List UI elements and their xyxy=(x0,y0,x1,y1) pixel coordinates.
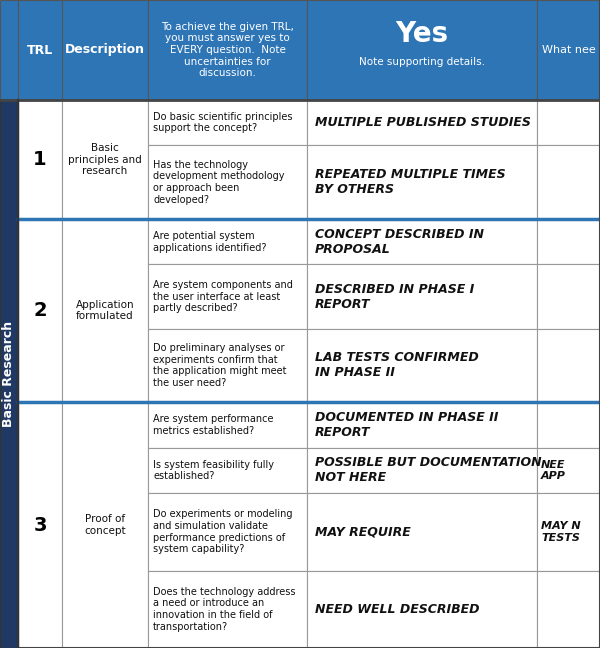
Text: Are system components and
the user interface at least
partly described?: Are system components and the user inter… xyxy=(153,280,293,313)
Bar xyxy=(148,264,307,329)
Text: POSSIBLE BUT DOCUMENTATION
NOT HERE: POSSIBLE BUT DOCUMENTATION NOT HERE xyxy=(315,456,542,484)
Text: To achieve the given TRL,
you must answer yes to
EVERY question.  Note
uncertain: To achieve the given TRL, you must answe… xyxy=(161,22,294,78)
Bar xyxy=(307,570,537,648)
Bar xyxy=(148,402,307,448)
Bar xyxy=(307,329,537,402)
Bar xyxy=(537,0,600,100)
Bar xyxy=(0,0,18,100)
Bar xyxy=(307,493,537,570)
Text: Do experiments or modeling
and simulation validate
performance predictions of
sy: Do experiments or modeling and simulatio… xyxy=(153,509,293,554)
Text: Do preliminary analyses or
experiments confirm that
the application might meet
t: Do preliminary analyses or experiments c… xyxy=(153,343,287,388)
Bar xyxy=(0,100,18,648)
Text: Proof of
concept: Proof of concept xyxy=(84,515,126,536)
Text: DOCUMENTED IN PHASE II
REPORT: DOCUMENTED IN PHASE II REPORT xyxy=(315,411,499,439)
Bar xyxy=(307,0,537,100)
Text: Has the technology
development methodology
or approach been
developed?: Has the technology development methodolo… xyxy=(153,160,284,205)
Bar xyxy=(148,100,307,145)
Bar xyxy=(18,0,62,100)
Bar xyxy=(148,570,307,648)
Bar xyxy=(537,493,600,570)
Bar xyxy=(307,448,537,493)
Bar xyxy=(307,264,537,329)
Text: DESCRIBED IN PHASE I
REPORT: DESCRIBED IN PHASE I REPORT xyxy=(315,283,474,310)
Bar xyxy=(62,402,148,648)
Bar xyxy=(537,145,600,219)
Text: Yes: Yes xyxy=(395,20,449,48)
Text: 3: 3 xyxy=(33,516,47,535)
Bar xyxy=(537,570,600,648)
Text: Are system performance
metrics established?: Are system performance metrics establish… xyxy=(153,414,274,436)
Bar xyxy=(537,448,600,493)
Bar xyxy=(148,145,307,219)
Text: Basic Research: Basic Research xyxy=(2,321,16,427)
Bar xyxy=(62,0,148,100)
Bar xyxy=(537,264,600,329)
Text: Do basic scientific principles
support the concept?: Do basic scientific principles support t… xyxy=(153,112,293,133)
Bar xyxy=(148,448,307,493)
Bar xyxy=(18,219,62,402)
Text: MULTIPLE PUBLISHED STUDIES: MULTIPLE PUBLISHED STUDIES xyxy=(315,116,531,129)
Bar xyxy=(307,402,537,448)
Bar xyxy=(307,100,537,145)
Text: LAB TESTS CONFIRMED
IN PHASE II: LAB TESTS CONFIRMED IN PHASE II xyxy=(315,351,479,380)
Bar xyxy=(307,145,537,219)
Bar xyxy=(62,100,148,219)
Text: Basic
principles and
research: Basic principles and research xyxy=(68,143,142,176)
Bar xyxy=(537,402,600,448)
Bar xyxy=(18,100,62,219)
Text: 1: 1 xyxy=(33,150,47,169)
Text: Does the technology address
a need or introduce an
innovation in the field of
tr: Does the technology address a need or in… xyxy=(153,587,296,632)
Text: 2: 2 xyxy=(33,301,47,320)
Text: Description: Description xyxy=(65,43,145,56)
Bar xyxy=(148,493,307,570)
Text: NEE
APP: NEE APP xyxy=(541,459,566,481)
Bar xyxy=(537,219,600,264)
Text: Are potential system
applications identified?: Are potential system applications identi… xyxy=(153,231,266,253)
Text: REPEATED MULTIPLE TIMES
BY OTHERS: REPEATED MULTIPLE TIMES BY OTHERS xyxy=(315,168,506,196)
Bar xyxy=(537,100,600,145)
Bar xyxy=(148,219,307,264)
Text: Note supporting details.: Note supporting details. xyxy=(359,57,485,67)
Bar xyxy=(18,100,600,648)
Bar xyxy=(148,329,307,402)
Text: MAY REQUIRE: MAY REQUIRE xyxy=(315,526,411,538)
Text: CONCEPT DESCRIBED IN
PROPOSAL: CONCEPT DESCRIBED IN PROPOSAL xyxy=(315,227,484,256)
Text: TRL: TRL xyxy=(27,43,53,56)
Bar xyxy=(537,329,600,402)
Text: Application
formulated: Application formulated xyxy=(76,300,134,321)
Bar xyxy=(148,0,307,100)
Bar xyxy=(18,402,62,648)
Bar xyxy=(62,219,148,402)
Text: What nee: What nee xyxy=(542,45,595,55)
Bar xyxy=(307,219,537,264)
Text: NEED WELL DESCRIBED: NEED WELL DESCRIBED xyxy=(315,603,479,616)
Text: MAY N
TESTS: MAY N TESTS xyxy=(541,521,581,542)
Text: Is system feasibility fully
established?: Is system feasibility fully established? xyxy=(153,459,274,481)
